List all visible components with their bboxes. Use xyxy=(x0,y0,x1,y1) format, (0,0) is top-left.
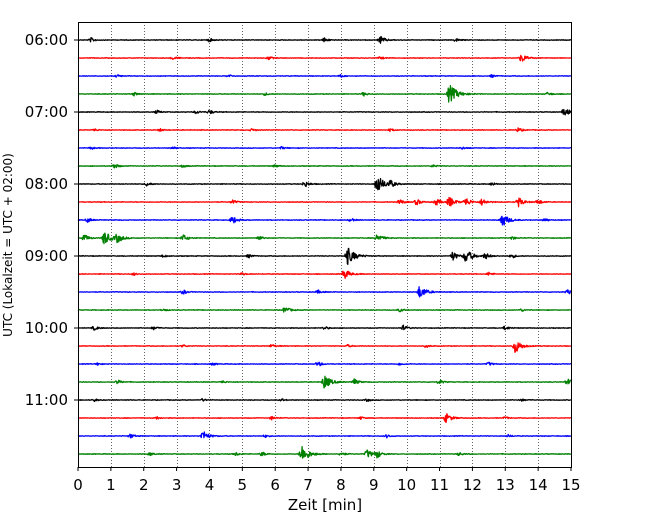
y-tick-label: 09:00 xyxy=(25,247,68,265)
x-tick-label: 6 xyxy=(270,476,280,494)
trace-row xyxy=(77,196,572,208)
x-axis-label: Zeit [min] xyxy=(288,496,362,514)
y-axis-label: UTC (Lokalzeit = UTC + 02:00) xyxy=(1,153,15,337)
trace-row xyxy=(77,73,572,78)
x-tick-label: 8 xyxy=(336,476,346,494)
trace-row xyxy=(77,270,572,279)
trace-row xyxy=(77,431,572,439)
trace-rows xyxy=(77,35,572,459)
x-tick-label: 12 xyxy=(463,476,482,494)
x-tick-label: 10 xyxy=(397,476,416,494)
trace-row xyxy=(77,413,572,424)
trace-row xyxy=(77,84,572,103)
trace-row xyxy=(77,286,572,298)
x-tick-label: 15 xyxy=(561,476,580,494)
trace-row xyxy=(77,232,572,245)
x-tick-label: 5 xyxy=(238,476,248,494)
trace-row xyxy=(77,247,572,266)
trace-row xyxy=(77,35,572,44)
trace-row xyxy=(77,54,572,62)
trace-row xyxy=(77,177,572,191)
y-tick-label: 07:00 xyxy=(25,103,68,121)
trace-row xyxy=(77,145,572,150)
grid-lines xyxy=(111,22,539,467)
trace-row xyxy=(77,108,572,116)
plot-frame xyxy=(78,22,572,468)
trace-row xyxy=(77,342,572,353)
x-tick-label: 9 xyxy=(369,476,379,494)
trace-row xyxy=(77,215,572,226)
y-tick-label: 11:00 xyxy=(25,391,68,409)
trace-row xyxy=(77,361,572,367)
trace-row xyxy=(77,398,572,403)
y-tick-label: 08:00 xyxy=(25,175,68,193)
x-tick-label: 0 xyxy=(73,476,83,494)
y-tick-label: 06:00 xyxy=(25,31,68,49)
trace-row xyxy=(77,127,572,133)
trace-row xyxy=(77,163,572,169)
x-tick-label: 4 xyxy=(205,476,215,494)
trace-row xyxy=(77,446,572,459)
trace-row xyxy=(77,324,572,331)
x-axis-ticks: 0 1 2 3 4 5 6 7 8 9 10 11 12 13 14 15 xyxy=(73,467,581,494)
y-axis-ticks: 06:00 07:00 08:00 09:00 10:00 11:00 xyxy=(25,31,78,409)
y-tick-label: 10:00 xyxy=(25,319,68,337)
x-tick-label: 3 xyxy=(172,476,182,494)
x-tick-label: 7 xyxy=(303,476,313,494)
trace-row xyxy=(77,307,572,313)
x-tick-label: 14 xyxy=(529,476,548,494)
x-tick-label: 11 xyxy=(430,476,449,494)
x-tick-label: 1 xyxy=(106,476,116,494)
x-tick-label: 2 xyxy=(139,476,149,494)
trace-row xyxy=(77,375,572,389)
x-tick-label: 13 xyxy=(496,476,515,494)
